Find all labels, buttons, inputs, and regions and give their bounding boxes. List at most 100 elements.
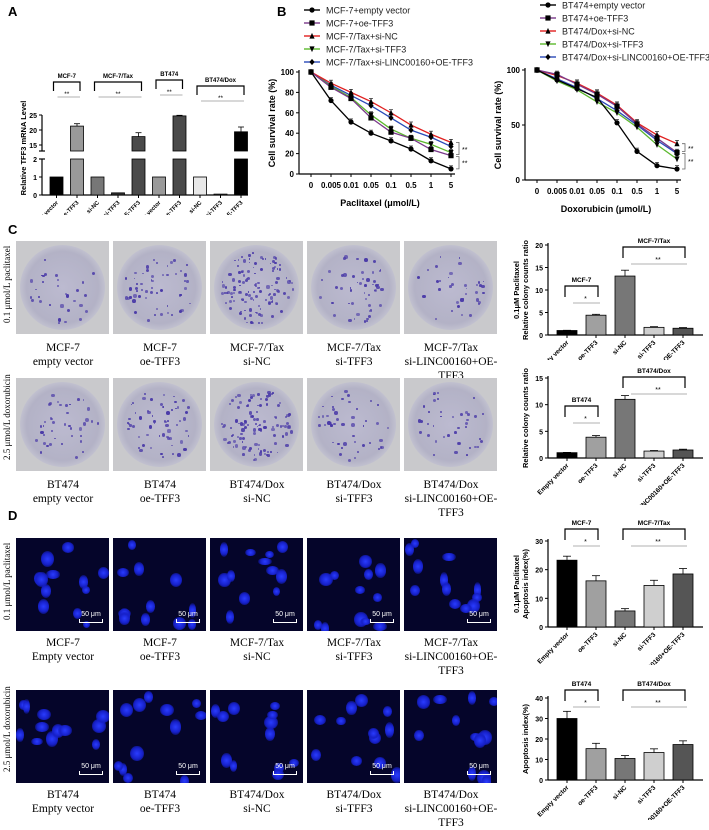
- bar: [70, 158, 84, 196]
- bar: [614, 275, 636, 336]
- y-axis-label: Relative colony counts ratio: [521, 368, 530, 468]
- series-line: [536, 69, 678, 160]
- svg-text:0: 0: [290, 170, 295, 179]
- fluorescence-image: 50 μm: [404, 690, 497, 783]
- svg-text:10: 10: [535, 758, 543, 765]
- legend-entry: MCF-7/Tax+si-TFF3: [326, 45, 406, 55]
- x-tick-label: si-NC: [86, 200, 102, 215]
- fluorescence-image: 50 μm: [113, 690, 206, 783]
- svg-text:0: 0: [539, 456, 543, 463]
- x-tick-label: si-NC: [611, 631, 628, 648]
- group-label: MCF-7/Tax: [638, 238, 671, 245]
- significance-mark: **: [64, 91, 70, 98]
- panel-label-b: B: [277, 4, 287, 19]
- series-line: [536, 69, 678, 155]
- colony-dish-image: [16, 378, 109, 471]
- scale-bar: 50 μm: [79, 611, 103, 623]
- group-label: MCF-7: [572, 277, 592, 284]
- x-tick-label: si-TFF3: [205, 200, 224, 215]
- x-tick-label: Empty vector: [30, 200, 61, 215]
- bar: [49, 176, 64, 196]
- image-caption: MCF-7/Tax si-NC: [229, 637, 285, 663]
- bar: [556, 718, 578, 781]
- significance-mark: *: [584, 700, 587, 707]
- x-tick-label: 0.1: [611, 187, 623, 196]
- y-axis-label: Cell survival rate (%): [267, 79, 277, 168]
- colony-dish-image: [16, 241, 109, 334]
- svg-text:0: 0: [516, 176, 521, 185]
- image-caption: MCF-7/Tax si-TFF3: [326, 342, 382, 368]
- legend-entry: MCF-7/Tax+si-LINC00160+OE-TFF3: [326, 58, 473, 68]
- fluorescence-image: 50 μm: [16, 538, 109, 631]
- bar: [614, 398, 636, 459]
- x-tick-label: 0.5: [631, 187, 643, 196]
- chart-d-apoptosis-doxorubicin: 0 10 20 30 40 Apoptosis index(%) Empty vector o…: [521, 681, 703, 820]
- significance-mark: **: [655, 700, 661, 707]
- image-caption: MCF-7/Tax si-TFF3: [326, 637, 382, 663]
- image-caption: BT474 oe-TFF3: [139, 479, 181, 505]
- significance-mark: **: [655, 387, 661, 394]
- svg-text:60: 60: [285, 109, 294, 118]
- legend-entry: BT474/Dox+si-LINC00160+OE-TFF3: [562, 53, 709, 63]
- significance-mark: **: [167, 89, 173, 96]
- x-tick-label: si-TFF3: [636, 784, 658, 806]
- image-caption: MCF-7 Empty vector: [31, 637, 95, 663]
- svg-text:**: **: [462, 160, 468, 167]
- x-tick-label: oe-TFF3: [577, 462, 600, 485]
- fluorescence-image: 50 μm: [307, 690, 400, 783]
- bar: [70, 125, 84, 152]
- x-tick-label: 0.5: [405, 181, 417, 190]
- bar: [556, 452, 578, 459]
- svg-text:5: 5: [539, 429, 543, 436]
- svg-text:25: 25: [29, 113, 37, 120]
- svg-text:40: 40: [285, 129, 294, 138]
- colony-dish-image: [210, 378, 303, 471]
- svg-text:**: **: [462, 147, 468, 154]
- y-axis-label: Apoptosis index(%): [521, 704, 530, 775]
- bar: [585, 436, 607, 459]
- bar: [172, 158, 187, 196]
- row-label: 2.5 μmol/L doxorubicin: [2, 374, 12, 460]
- x-tick-label: si-TFF3: [636, 339, 658, 360]
- group-label: MCF-7: [58, 74, 77, 80]
- fluorescence-image: 50 μm: [404, 538, 497, 631]
- image-caption: BT474 Empty vector: [31, 789, 95, 815]
- x-tick-label: oe-TFF3: [577, 631, 600, 654]
- series-line: [310, 71, 452, 154]
- fluorescence-image: 50 μm: [210, 690, 303, 783]
- svg-text:0: 0: [33, 193, 37, 200]
- legend-entry: MCF-7+oe-TFF3: [326, 19, 393, 29]
- colony-dish-image: [404, 241, 497, 334]
- bar: [643, 326, 665, 336]
- x-tick-label: 1: [655, 187, 660, 196]
- series-line: [536, 69, 678, 145]
- svg-text:15: 15: [535, 376, 543, 383]
- x-tick-label: 0.005: [321, 181, 342, 190]
- image-caption: BT474/Dox si-LINC00160+OE-TFF3: [404, 789, 498, 829]
- bar: [672, 449, 694, 459]
- panel-label-c: C: [8, 222, 18, 237]
- image-caption: MCF-7/Tax si-LINC00160+OE-TFF3: [404, 342, 498, 382]
- svg-text:20: 20: [535, 568, 543, 575]
- x-tick-label: Empty vector: [536, 339, 570, 360]
- svg-text:20: 20: [29, 128, 37, 135]
- series-line: [310, 71, 452, 157]
- y-axis-label: 0.1μM Paclitaxel: [512, 261, 521, 319]
- svg-text:20: 20: [535, 243, 543, 250]
- significance-mark: **: [218, 95, 224, 102]
- svg-text:**: **: [688, 146, 694, 153]
- svg-text:50: 50: [511, 121, 520, 130]
- bar: [672, 573, 694, 628]
- svg-text:15: 15: [535, 266, 543, 273]
- image-caption: BT474/Dox si-NC: [229, 789, 285, 815]
- svg-text:20: 20: [285, 150, 294, 159]
- scale-bar: 50 μm: [467, 611, 491, 623]
- x-tick-label: si-TFF3: [636, 631, 658, 653]
- scale-bar: 50 μm: [273, 763, 297, 775]
- bar: [585, 314, 607, 336]
- colony-dish-image: [113, 378, 206, 471]
- bar: [672, 327, 694, 336]
- significance-mark: **: [655, 539, 661, 546]
- x-tick-label: 0.005: [547, 187, 568, 196]
